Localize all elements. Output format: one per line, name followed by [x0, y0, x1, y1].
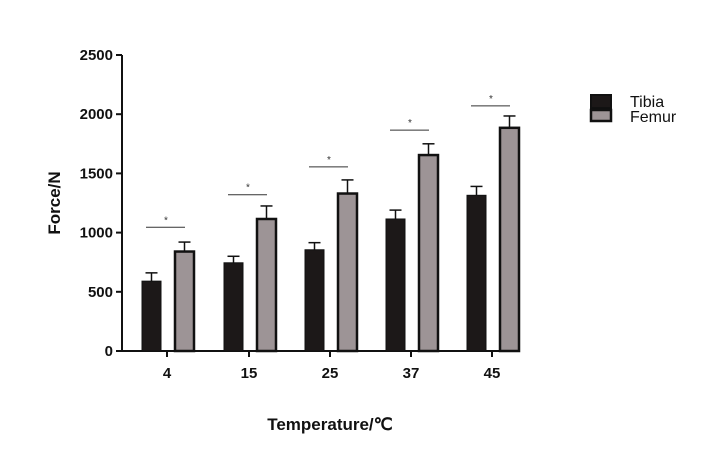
bar-tibia [385, 218, 406, 352]
y-tick-label: 1000 [80, 225, 113, 242]
y-tick-label: 1500 [80, 165, 113, 182]
bar-femur [417, 153, 440, 353]
bar-tibia [223, 262, 244, 352]
significance-marker: * [327, 155, 331, 166]
bar-tibia [304, 249, 325, 352]
x-tick-label: 25 [322, 365, 339, 382]
x-tick-label: 4 [163, 365, 172, 382]
legend-swatch-femur [589, 108, 613, 123]
x-tick-label: 37 [403, 365, 420, 382]
significance-marker: * [246, 183, 250, 194]
significance-marker: * [164, 215, 168, 226]
y-tick-label: 500 [88, 284, 113, 301]
y-tick-label: 0 [105, 343, 113, 360]
bar-femur [336, 192, 359, 353]
y-tick-label: 2000 [80, 106, 113, 123]
legend-swatch-tibia [590, 94, 612, 109]
bar-tibia [141, 280, 162, 352]
bar-femur [255, 217, 278, 353]
legend-label-femur: Femur [630, 109, 677, 126]
x-tick-label: 45 [484, 365, 501, 382]
x-tick-label: 15 [241, 365, 258, 382]
bar-femur [173, 250, 196, 353]
y-axis-label: Force/N [45, 171, 64, 234]
significance-marker: * [489, 94, 493, 105]
x-axis-label: Temperature/℃ [267, 415, 393, 434]
legend-label-tibia: Tibia [630, 94, 664, 111]
y-tick-label: 2500 [80, 47, 113, 64]
legend: Tibia Femur [589, 94, 677, 126]
significance-marker: * [408, 118, 412, 129]
bar-femur [498, 126, 521, 353]
bar-tibia [466, 194, 487, 352]
